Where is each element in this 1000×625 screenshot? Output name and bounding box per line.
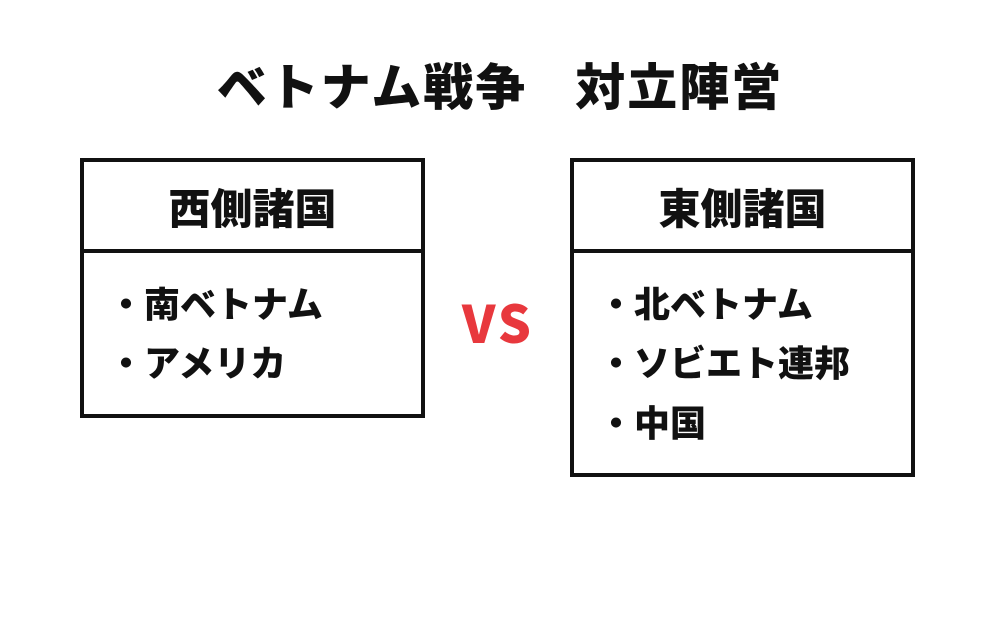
right-faction-box: 東側諸国 ・北ベトナム ・ソビエト連邦 ・中国 bbox=[570, 158, 915, 477]
title-part2: 対立陣営 bbox=[575, 48, 783, 120]
list-item: ・北ベトナム bbox=[598, 273, 887, 332]
list-item: ・南ベトナム bbox=[108, 273, 397, 332]
diagram-title: ベトナム戦争対立陣営 bbox=[0, 48, 1000, 120]
right-box-header: 東側諸国 bbox=[574, 162, 911, 253]
list-item: ・中国 bbox=[598, 392, 887, 451]
right-box-body: ・北ベトナム ・ソビエト連邦 ・中国 bbox=[574, 253, 911, 473]
list-item: ・ソビエト連邦 bbox=[598, 332, 887, 391]
vs-label: VS bbox=[428, 283, 568, 358]
left-box-header: 西側諸国 bbox=[84, 162, 421, 253]
left-faction-box: 西側諸国 ・南ベトナム ・アメリカ bbox=[80, 158, 425, 418]
title-part1: ベトナム戦争 bbox=[217, 48, 528, 120]
left-box-body: ・南ベトナム ・アメリカ bbox=[84, 253, 421, 414]
list-item: ・アメリカ bbox=[108, 332, 397, 391]
